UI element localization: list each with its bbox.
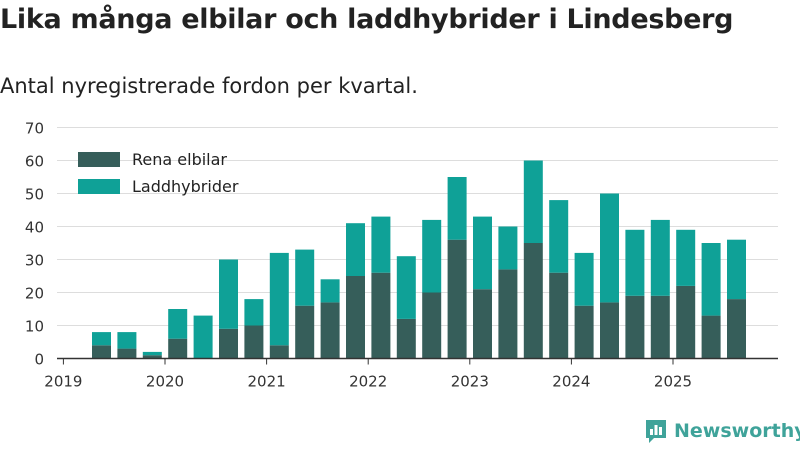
- y-tick-label: 50: [25, 186, 44, 204]
- bar-laddhybrider: [574, 252, 594, 306]
- bar-laddhybrider: [473, 216, 492, 290]
- bar-laddhybrider: [142, 351, 162, 356]
- bar-laddhybrider: [549, 200, 569, 273]
- bar-rena-elbilar: [447, 239, 467, 359]
- x-tick-label: 2024: [552, 373, 590, 391]
- bar-rena-elbilar: [574, 305, 594, 359]
- brand-name: Newsworthy: [674, 420, 800, 442]
- bar-rena-elbilar: [92, 345, 111, 359]
- legend-label-laddhybrider: Laddhybrider: [132, 177, 239, 196]
- bar-rena-elbilar: [549, 272, 569, 359]
- bar-rena-elbilar: [422, 292, 442, 359]
- bar-rena-elbilar: [396, 318, 416, 359]
- bar-laddhybrider: [346, 223, 365, 276]
- bar-rena-elbilar: [473, 289, 492, 359]
- bar-rena-elbilar: [142, 355, 162, 359]
- legend-item-rena-elbilar: Rena elbilar: [78, 146, 238, 173]
- bar-laddhybrider: [650, 219, 670, 296]
- axes: 0 10 20 30 40 50 60 70 2019 2020 2021 2022 2023 2024 2…: [25, 120, 778, 391]
- bar-laddhybrider: [396, 256, 416, 319]
- y-tick-label: 10: [25, 318, 44, 336]
- bar-laddhybrider: [219, 259, 238, 329]
- x-tick-label: 2019: [44, 373, 82, 391]
- bar-laddhybrider: [600, 193, 619, 303]
- y-tick-label: 40: [25, 219, 44, 237]
- bar-rena-elbilar: [244, 325, 264, 359]
- bars: [92, 160, 746, 359]
- bar-laddhybrider: [371, 216, 391, 273]
- legend-item-laddhybrider: Laddhybrider: [78, 173, 238, 200]
- bar-rena-elbilar: [117, 348, 137, 359]
- bar-laddhybrider: [498, 226, 518, 270]
- legend-swatch-rena-elbilar: [78, 152, 120, 167]
- x-tick-label: 2023: [451, 373, 489, 391]
- x-tick-label: 2020: [146, 373, 184, 391]
- bar-laddhybrider: [701, 243, 721, 316]
- bar-rena-elbilar: [523, 243, 543, 359]
- bar-rena-elbilar: [600, 302, 619, 359]
- bar-laddhybrider: [523, 160, 543, 243]
- bar-laddhybrider: [117, 332, 137, 349]
- legend-label-rena-elbilar: Rena elbilar: [132, 150, 227, 169]
- bar-laddhybrider: [244, 299, 264, 326]
- legend: Rena elbilar Laddhybrider: [78, 146, 238, 200]
- y-tick-label: 60: [25, 153, 44, 171]
- y-tick-label: 70: [25, 120, 44, 138]
- bar-laddhybrider: [676, 229, 696, 286]
- bar-rena-elbilar: [168, 338, 188, 359]
- bar-chart-icon: [646, 420, 666, 443]
- bar-rena-elbilar: [320, 302, 340, 359]
- x-tick-label: 2022: [349, 373, 387, 391]
- bar-laddhybrider: [295, 249, 315, 306]
- legend-swatch-laddhybrider: [78, 179, 120, 194]
- bar-rena-elbilar: [676, 285, 696, 359]
- bar-rena-elbilar: [727, 299, 746, 359]
- bar-laddhybrider: [269, 252, 289, 346]
- chart-subtitle: Antal nyregistrerade fordon per kvartal.: [0, 74, 418, 98]
- bar-rena-elbilar: [625, 295, 645, 359]
- bar-rena-elbilar: [269, 345, 289, 359]
- chart-title: Lika många elbilar och laddhybrider i Li…: [0, 4, 734, 35]
- bar-laddhybrider: [422, 219, 442, 293]
- bar-laddhybrider: [447, 177, 467, 240]
- bar-rena-elbilar: [498, 269, 518, 359]
- bar-rena-elbilar: [650, 295, 670, 359]
- bar-rena-elbilar: [219, 328, 238, 359]
- y-tick-label: 0: [34, 351, 44, 369]
- y-tick-label: 30: [25, 252, 44, 270]
- x-tick-label: 2025: [654, 373, 692, 391]
- bar-laddhybrider: [727, 239, 746, 300]
- bar-rena-elbilar: [346, 276, 365, 359]
- bar-rena-elbilar: [295, 305, 315, 359]
- x-tick-label: 2021: [248, 373, 286, 391]
- bar-rena-elbilar: [371, 272, 391, 359]
- bar-laddhybrider: [193, 315, 213, 359]
- y-tick-label: 20: [25, 285, 44, 303]
- bar-laddhybrider: [320, 279, 340, 303]
- bar-laddhybrider: [625, 229, 645, 296]
- bar-laddhybrider: [168, 309, 188, 339]
- bar-rena-elbilar: [701, 315, 721, 359]
- newsworthy-logo: Newsworthy: [644, 418, 800, 444]
- bar-laddhybrider: [92, 332, 111, 346]
